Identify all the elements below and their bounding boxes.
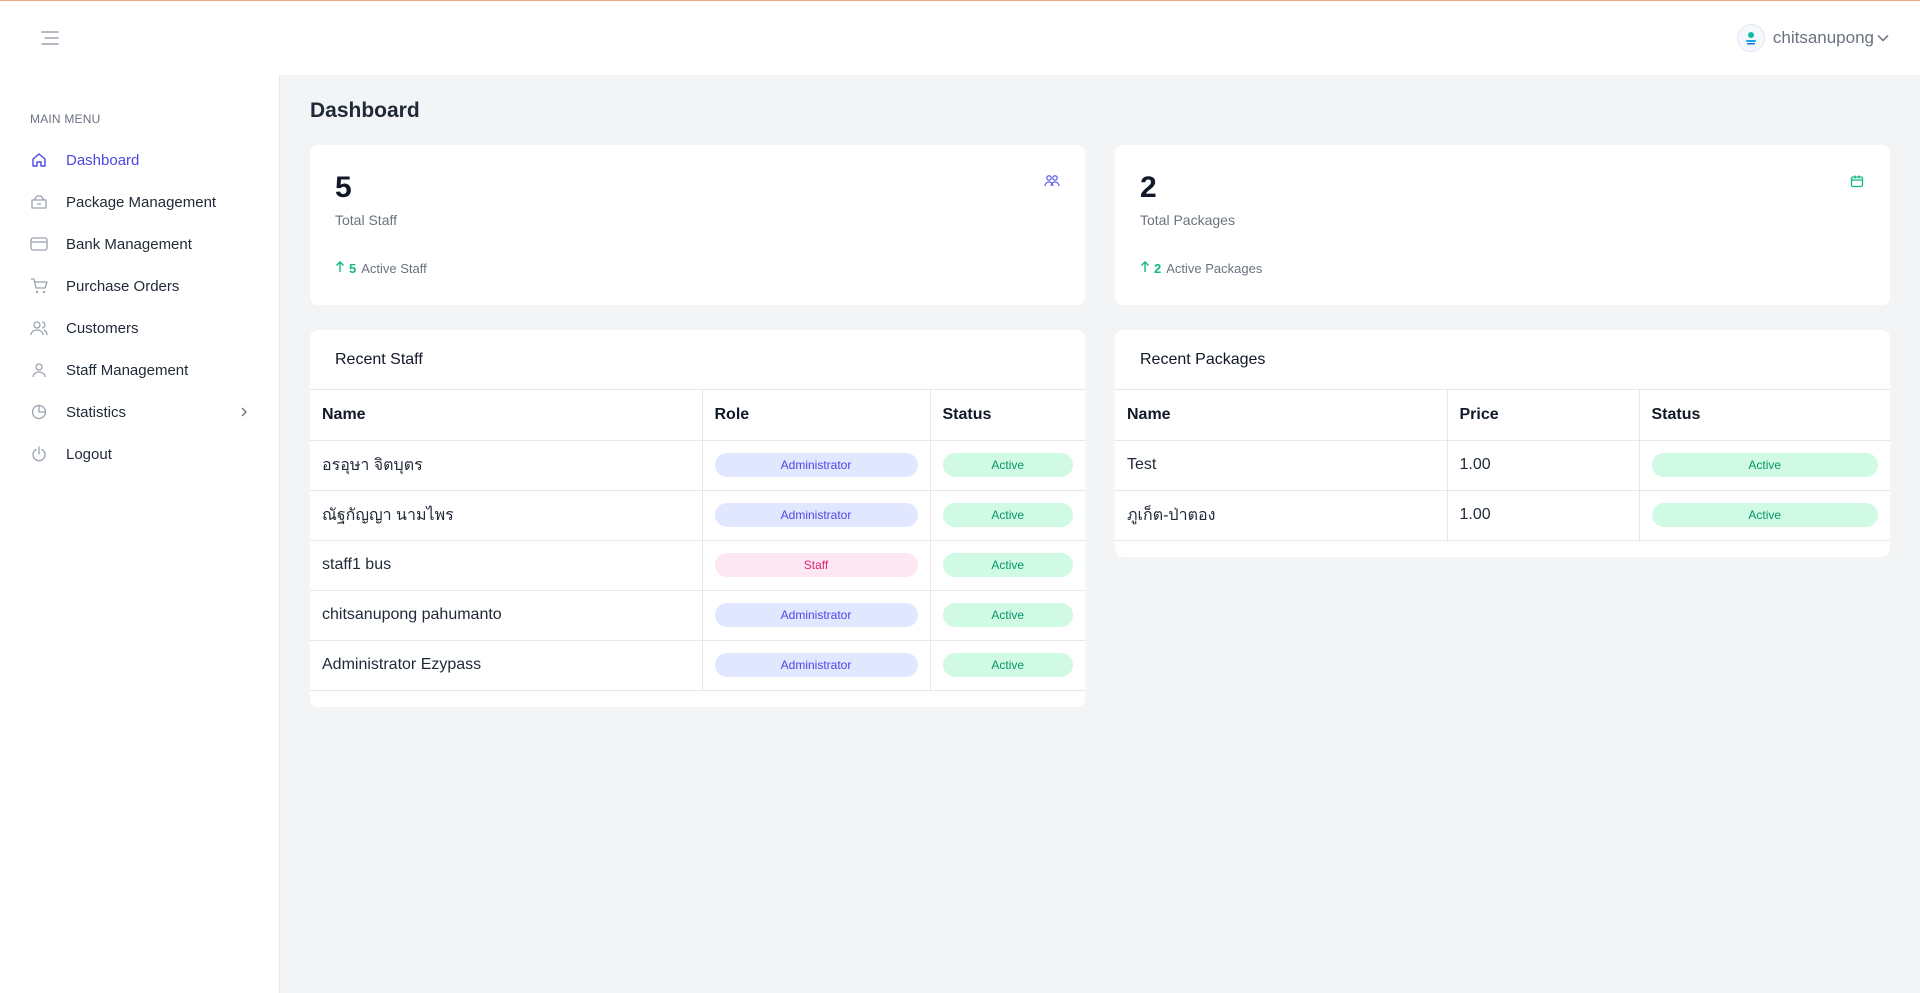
sidebar-item-label: Statistics [66, 403, 127, 421]
stat-label: Total Staff [335, 212, 398, 228]
column-header-status: Status [1639, 390, 1890, 441]
user-icon [30, 361, 48, 379]
table-row: chitsanupong pahumanto Administrator Act… [310, 590, 1085, 641]
stat-card-packages: 2 Total Packages 2 Active Packages [1115, 145, 1890, 305]
table-header-row: Name Price Status [1115, 390, 1890, 441]
staff-name: chitsanupong pahumanto [310, 590, 703, 641]
sidebar-item-dashboard[interactable]: Dashboard [0, 139, 279, 181]
role-badge: Staff [714, 553, 918, 577]
status-badge: Active [942, 503, 1073, 527]
top-accent-line [0, 0, 1920, 1]
column-header-role: Role [702, 390, 931, 441]
staff-name: ณัฐกัญญา นามไพร [310, 490, 703, 541]
sidebar-item-purchase-orders[interactable]: Purchase Orders [0, 265, 279, 307]
stat-label: Total Packages [1140, 212, 1235, 228]
status-badge: Active [942, 553, 1073, 577]
cart-icon [30, 277, 48, 295]
stat-card-staff: 5 Total Staff 5 Active Staff [310, 145, 1085, 305]
recent-packages-title: Recent Packages [1115, 330, 1890, 390]
stat-active-label: Active Packages [1166, 261, 1263, 276]
sidebar-item-package-management[interactable]: Package Management [0, 181, 279, 223]
role-badge: Administrator [714, 603, 918, 627]
package-icon [30, 193, 48, 211]
stat-value: 5 [335, 171, 352, 204]
column-header-price: Price [1447, 390, 1640, 441]
table-row: ณัฐกัญญา นามไพร Administrator Active [310, 490, 1085, 541]
sidebar-item-label: Dashboard [66, 151, 140, 169]
arrow-up-icon [1140, 261, 1150, 276]
pie-chart-icon [30, 403, 48, 421]
users-icon [30, 319, 48, 337]
recent-staff-card: Recent Staff Name Role Status อรอุษา จิต… [310, 330, 1085, 707]
recent-staff-title: Recent Staff [310, 330, 1085, 390]
table-row: Test 1.00 Active [1115, 440, 1890, 491]
box-icon [1849, 173, 1865, 189]
staff-name: Administrator Ezypass [310, 640, 703, 691]
table-footer-spacer [1115, 541, 1890, 557]
home-icon [30, 151, 48, 169]
staff-name: อรอุษา จิตบุตร [310, 440, 703, 491]
table-row: ภูเก็ต-ป่าตอง 1.00 Active [1115, 490, 1890, 541]
sidebar-item-label: Staff Management [66, 361, 189, 379]
stat-active-count: 5 [349, 261, 357, 276]
sidebar-item-label: Customers [66, 319, 139, 337]
chevron-right-icon [239, 406, 249, 418]
sidebar-title: MAIN MENU [30, 112, 101, 126]
credit-card-icon [30, 235, 48, 253]
sidebar-item-customers[interactable]: Customers [0, 307, 279, 349]
column-header-name: Name [310, 390, 703, 441]
status-badge: Active [1651, 453, 1878, 477]
staff-name: staff1 bus [310, 540, 703, 591]
avatar [1736, 24, 1765, 52]
power-icon [30, 445, 48, 463]
avatar-logo-icon [1745, 32, 1756, 45]
sidebar-item-staff-management[interactable]: Staff Management [0, 349, 279, 391]
role-badge: Administrator [714, 453, 918, 477]
arrow-up-icon [335, 261, 345, 276]
page-title: Dashboard [310, 99, 420, 122]
package-price: 1.00 [1447, 490, 1640, 541]
sidebar: MAIN MENU Dashboard Package Management B… [0, 75, 280, 993]
sidebar-item-label: Purchase Orders [66, 277, 180, 295]
recent-packages-card: Recent Packages Name Price Status Test 1… [1115, 330, 1890, 557]
stat-active-count: 2 [1154, 261, 1162, 276]
top-bar: chitsanupong [0, 1, 1920, 75]
users-icon [1044, 173, 1060, 189]
sidebar-menu: Dashboard Package Management Bank Manage… [0, 139, 279, 475]
status-badge: Active [1651, 503, 1878, 527]
stat-active-label: Active Staff [361, 261, 427, 276]
table-row: อรอุษา จิตบุตร Administrator Active [310, 440, 1085, 491]
sidebar-item-label: Bank Management [66, 235, 192, 253]
table-row: staff1 bus Staff Active [310, 540, 1085, 591]
package-name: Test [1115, 440, 1448, 491]
package-price: 1.00 [1447, 440, 1640, 491]
role-badge: Administrator [714, 503, 918, 527]
sidebar-item-label: Logout [66, 445, 112, 463]
column-header-name: Name [1115, 390, 1448, 441]
hamburger-icon[interactable] [36, 24, 64, 52]
column-header-status: Status [930, 390, 1085, 441]
stat-footer: 5 Active Staff [335, 261, 427, 276]
sidebar-item-logout[interactable]: Logout [0, 433, 279, 475]
table-footer-spacer [310, 691, 1085, 707]
recent-staff-table: Name Role Status อรอุษา จิตบุตร Administ… [310, 390, 1085, 691]
role-badge: Administrator [714, 653, 918, 677]
sidebar-item-bank-management[interactable]: Bank Management [0, 223, 279, 265]
stat-footer: 2 Active Packages [1140, 261, 1262, 276]
stat-value: 2 [1140, 171, 1157, 204]
table-header-row: Name Role Status [310, 390, 1085, 441]
status-badge: Active [942, 453, 1073, 477]
recent-packages-table: Name Price Status Test 1.00 Active ภูเก็… [1115, 390, 1890, 541]
package-name: ภูเก็ต-ป่าตอง [1115, 490, 1448, 541]
user-name: chitsanupong [1772, 28, 1874, 47]
sidebar-item-label: Package Management [66, 193, 217, 211]
sidebar-item-statistics[interactable]: Statistics [0, 391, 279, 433]
chevron-down-icon [1876, 31, 1890, 45]
status-badge: Active [942, 653, 1073, 677]
table-row: Administrator Ezypass Administrator Acti… [310, 640, 1085, 691]
status-badge: Active [942, 603, 1073, 627]
user-menu[interactable]: chitsanupong [1736, 24, 1890, 52]
